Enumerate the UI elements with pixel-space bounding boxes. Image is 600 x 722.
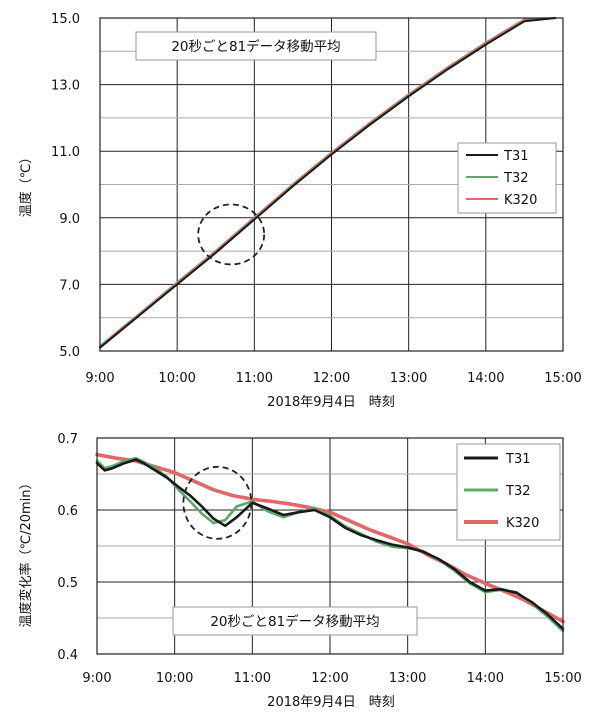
highlight-ellipse [182,465,253,540]
series-line-k320 [99,17,557,347]
y-tick-label: 9.0 [59,212,80,227]
x-tick-label: 13:00 [389,671,426,686]
x-tick-label: 9:00 [82,671,111,686]
x-tick-label: 15:00 [544,671,581,686]
y-tick-label: 0.6 [57,504,78,519]
annotation-text: 20秒ごと81データ移動平均 [210,613,379,630]
x-axis-label: 2018年9月4日 時刻 [267,695,395,710]
legend-label-t31: T31 [505,452,530,467]
y-tick-label: 13.0 [51,79,80,94]
legend-label-t31: T31 [503,149,528,164]
series-line-k320 [95,452,565,624]
x-tick-label: 11:00 [236,371,273,386]
series-group [95,452,565,633]
plot-frame [96,437,564,655]
y-tick-label: 0.4 [57,648,78,663]
y-tick-label: 0.5 [57,576,78,591]
x-tick-label: 10:00 [158,371,195,386]
y-tick-label: 5.0 [59,345,80,360]
legend-label-t32: T32 [505,484,530,499]
x-tick-label: 10:00 [156,671,193,686]
x-tick-label: 9:00 [85,371,114,386]
legend-label-k320: K320 [506,516,539,531]
annotation-box: 20秒ごと81データ移動平均 [172,606,418,636]
x-tick-label: 14:00 [467,371,504,386]
x-tick-labels: 9:00 10:00 11:00 12:00 13:00 14:00 15:00 [85,371,581,386]
annotation-text: 20秒ごと81データ移動平均 [171,38,340,55]
y-axis-label: 温度変化率（℃/20min） [18,476,34,627]
temperature-chart: 5.0 7.0 9.0 11.0 13.0 15.0 9:00 10:00 11:00 12:0… [18,12,582,410]
series-group [99,17,557,349]
y-tick-labels: 0.4 0.5 0.6 0.7 [57,432,78,663]
y-tick-label: 0.7 [57,432,78,447]
x-tick-label: 12:00 [311,671,348,686]
x-tick-label: 11:00 [234,671,271,686]
annotation-box: 20秒ごと81データ移動平均 [135,31,377,61]
plot-frame [99,17,564,352]
y-tick-label: 11.0 [51,145,80,160]
x-tick-label: 13:00 [390,371,427,386]
x-axis-label: 2018年9月4日 時刻 [267,395,395,410]
legend: T31 T32 K320 [456,443,561,541]
x-tick-label: 15:00 [544,371,581,386]
x-tick-label: 12:00 [313,371,350,386]
y-tick-label: 7.0 [59,278,80,293]
legend: T31 T32 K320 [457,142,557,214]
legend-label-k320: K320 [504,193,537,208]
series-line-t31 [95,458,565,631]
y-tick-labels: 5.0 7.0 9.0 11.0 13.0 15.0 [51,12,80,360]
x-tick-labels: 9:00 10:00 11:00 12:00 13:00 14:00 15:00 [82,671,581,686]
y-axis-label: 温度（℃） [18,151,34,218]
series-line-t31 [99,17,557,349]
rate-chart: 0.4 0.5 0.6 0.7 9:00 10:00 11:00 12:00 13:00 14:… [18,432,582,710]
x-tick-label: 14:00 [467,671,504,686]
y-tick-label: 15.0 [51,12,80,27]
legend-label-t32: T32 [503,171,528,186]
